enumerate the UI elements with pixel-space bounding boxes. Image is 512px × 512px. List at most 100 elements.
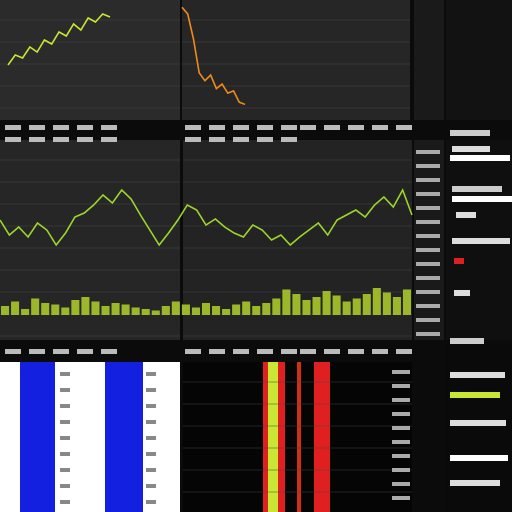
cell-text (146, 388, 156, 392)
volume-bar (242, 301, 251, 315)
info-line (452, 238, 510, 244)
panel-top-left (0, 0, 180, 120)
info-line (454, 258, 464, 264)
scale-label (392, 468, 410, 472)
decorations (0, 19, 512, 504)
volume-bar (222, 309, 231, 315)
label-strip (348, 349, 364, 354)
label-strip (348, 125, 364, 130)
volume-bar (21, 309, 30, 315)
label-strip (101, 137, 117, 142)
label-strip (5, 137, 21, 142)
label-strip (53, 349, 69, 354)
label-strip (324, 349, 340, 354)
volume-bar (121, 304, 130, 315)
volume-bar (81, 297, 90, 315)
cell-text (60, 420, 70, 424)
label-strip (396, 349, 412, 354)
scale-label (392, 412, 410, 416)
volume-bar (41, 303, 50, 315)
cell-text (60, 468, 70, 472)
scale-label (416, 318, 440, 322)
scale-label (416, 276, 440, 280)
volume-bar (161, 306, 170, 315)
scale-label (416, 150, 440, 154)
info-line (450, 455, 508, 461)
label-strip (185, 137, 201, 142)
cell-text (60, 452, 70, 456)
label-strip (233, 125, 249, 130)
scale-label (416, 262, 440, 266)
panel-mid-left (0, 140, 180, 340)
cell-text (146, 452, 156, 456)
label-strip (300, 349, 316, 354)
label-strip (233, 349, 249, 354)
label-strip (281, 349, 297, 354)
volume-bar (332, 295, 341, 315)
volume-bar (191, 307, 200, 315)
volume-bar (151, 310, 160, 315)
volume-bar (91, 301, 100, 315)
label-strip (101, 125, 117, 130)
scale-label (392, 454, 410, 458)
scale-label (392, 496, 410, 500)
info-line (456, 212, 476, 218)
volume-bar (181, 304, 190, 315)
volume-bar (292, 294, 301, 315)
info-line (450, 372, 505, 378)
info-line (454, 290, 470, 296)
cell-text (146, 372, 156, 376)
panel-top-mid (182, 0, 410, 120)
volume-bar (392, 297, 401, 315)
cell-text (60, 484, 70, 488)
price-line (181, 6, 246, 106)
label-strip (29, 125, 45, 130)
info-line (452, 196, 512, 202)
panel-top-right (414, 0, 444, 120)
red-column (314, 362, 330, 512)
scale-label (392, 426, 410, 430)
cell-text (60, 388, 70, 392)
volume-bar (252, 306, 261, 315)
label-strip (372, 349, 388, 354)
volume-bar (212, 306, 221, 315)
info-line (450, 130, 490, 136)
cell-text (146, 468, 156, 472)
panel-mid-scale (414, 140, 444, 340)
volume-bar (352, 298, 361, 315)
label-strip (209, 137, 225, 142)
label-strip (77, 137, 93, 142)
volume-bar (342, 301, 351, 315)
label-strip (281, 125, 297, 130)
label-strip (185, 349, 201, 354)
volume-bar (322, 291, 331, 315)
volume-bar (61, 307, 70, 315)
label-strip (53, 125, 69, 130)
volume-bar (101, 306, 110, 315)
label-strip (29, 137, 45, 142)
volume-bar (111, 303, 120, 315)
label-strip (324, 125, 340, 130)
info-line (450, 338, 484, 344)
panel-bottom-right (446, 345, 512, 512)
volume-bar (232, 304, 241, 315)
scale-label (416, 290, 440, 294)
cell-text (60, 500, 70, 504)
info-line (452, 146, 490, 152)
volume-bar (282, 289, 291, 315)
scale-label (416, 220, 440, 224)
cell-text (146, 484, 156, 488)
volume-bar (362, 294, 371, 315)
label-strip (257, 125, 273, 130)
scale-label (416, 178, 440, 182)
volume-bar (1, 306, 10, 315)
volume-bar (131, 307, 140, 315)
red-column (297, 362, 301, 512)
panel-top-right-2 (446, 0, 512, 120)
label-strip (372, 125, 388, 130)
cell-text (60, 436, 70, 440)
info-line (452, 186, 502, 192)
volume-bar (372, 288, 381, 315)
label-strip (209, 349, 225, 354)
blue-column (105, 362, 143, 512)
